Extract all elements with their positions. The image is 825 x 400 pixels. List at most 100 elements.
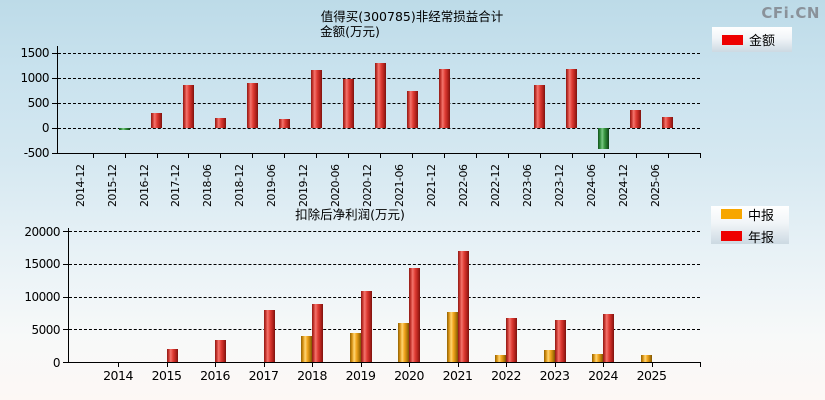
x-tick-2016 bbox=[215, 363, 216, 367]
x-tick-label-2022-06: 2022-06 bbox=[457, 164, 470, 207]
x-tick-2023-06 bbox=[539, 153, 541, 158]
y-tick-label--500: -500 bbox=[23, 146, 50, 160]
bar-年报-2018 bbox=[312, 304, 323, 362]
bar-金额-2021-12 bbox=[438, 68, 450, 128]
x-tick-label-2020-12: 2020-12 bbox=[361, 164, 375, 207]
x-tick-2016-12 bbox=[156, 153, 158, 158]
x-tick-2025 bbox=[651, 363, 653, 367]
y-tick-label-0: 0 bbox=[52, 355, 61, 370]
cfi-logo[interactable]: CFi.CN bbox=[761, 4, 820, 22]
amount-legend-label: 金额 bbox=[749, 34, 776, 49]
y-tick-0 bbox=[52, 127, 57, 129]
legend-item-amount: 金额 bbox=[722, 30, 792, 49]
x-tick-2021 bbox=[457, 363, 459, 367]
x-tick-label-2022-12: 2022-12 bbox=[488, 164, 502, 207]
x-tick-label-2019: 2019 bbox=[345, 368, 376, 383]
x-tick-2022-06 bbox=[476, 153, 477, 158]
x-tick-2020-12 bbox=[380, 153, 382, 158]
x-tick-label-2021-06: 2021-06 bbox=[393, 164, 407, 207]
y-tick-label-10000: 10000 bbox=[24, 290, 60, 304]
bar-金额-2017-12 bbox=[182, 85, 194, 128]
bar-金额-2023-12 bbox=[566, 68, 578, 128]
bar-年报-2015 bbox=[166, 348, 178, 362]
bar-金额-2024-12 bbox=[630, 110, 642, 128]
x-tick-label-2015-12: 2015-12 bbox=[105, 164, 119, 207]
chart1-legend: 金额 bbox=[712, 27, 792, 52]
x-tick-label-2025: 2025 bbox=[636, 368, 667, 383]
y-tick-1500 bbox=[52, 52, 57, 54]
bar-金额-2020-06 bbox=[342, 79, 354, 128]
x-tick-label-2022: 2022 bbox=[491, 368, 521, 383]
bar-金额-2019-12 bbox=[310, 69, 322, 128]
x-tick-label-2021-12: 2021-12 bbox=[425, 164, 439, 207]
interim-legend-label: 中报 bbox=[748, 208, 775, 224]
x-tick-label-2016-12: 2016-12 bbox=[137, 164, 151, 207]
bar-年报-2019 bbox=[360, 290, 372, 362]
bar-年报-2023 bbox=[554, 320, 566, 362]
legend-item-annual: 年报 bbox=[721, 227, 789, 246]
x-tick-2017 bbox=[263, 363, 265, 367]
bar-中报-2020 bbox=[398, 323, 409, 362]
y-tick-10000 bbox=[63, 296, 68, 298]
x-tick-label-2014-12: 2014-12 bbox=[73, 164, 87, 207]
x-tick-2021-06 bbox=[412, 153, 414, 158]
bar-年报-2021 bbox=[457, 251, 469, 362]
bar-年报-2017 bbox=[263, 310, 275, 362]
chart1-axis-end-tick bbox=[700, 153, 701, 158]
x-tick-2015 bbox=[166, 363, 168, 367]
bar-中报-2023 bbox=[543, 349, 555, 362]
x-tick-label-2025-06: 2025-06 bbox=[648, 164, 662, 207]
x-tick-2019 bbox=[360, 363, 362, 367]
x-tick-2024-06 bbox=[603, 153, 605, 158]
bar-中报-2025 bbox=[640, 354, 652, 362]
chart2-axis-end-tick bbox=[700, 363, 701, 367]
bar-金额-2018-12 bbox=[246, 82, 258, 128]
x-tick-label-2024-06: 2024-06 bbox=[584, 164, 598, 207]
x-tick-label-2018-06: 2018-06 bbox=[201, 164, 215, 207]
gridline-5000 bbox=[69, 329, 700, 331]
bar-金额-2020-12 bbox=[374, 62, 386, 128]
x-tick-2023 bbox=[554, 363, 556, 367]
x-tick-2014-12 bbox=[92, 153, 94, 158]
x-tick-label-2024: 2024 bbox=[588, 368, 618, 383]
x-tick-2020-06 bbox=[348, 153, 350, 158]
bar-中报-2018 bbox=[301, 336, 312, 362]
x-tick-2022-12 bbox=[507, 153, 509, 158]
bar-中报-2024 bbox=[592, 354, 603, 362]
x-tick-label-2020-06: 2020-06 bbox=[329, 164, 343, 207]
annual-legend-swatch bbox=[721, 231, 742, 241]
y-tick--500 bbox=[52, 152, 57, 154]
y-tick-20000 bbox=[63, 231, 68, 232]
x-tick-2018-06 bbox=[220, 153, 222, 158]
gridline-0 bbox=[58, 127, 700, 129]
chart2-axes bbox=[68, 228, 701, 363]
y-tick-label-5000: 5000 bbox=[31, 322, 60, 337]
bar-中报-2021 bbox=[446, 311, 458, 362]
bar-年报-2016 bbox=[215, 340, 226, 362]
gridline-20000 bbox=[69, 231, 700, 232]
bar-金额-2021-06 bbox=[406, 90, 418, 128]
x-tick-2022 bbox=[506, 363, 507, 367]
x-tick-label-2014: 2014 bbox=[103, 368, 133, 383]
y-tick-label-1500: 1500 bbox=[20, 46, 49, 60]
bar-金额-2024-06 bbox=[598, 127, 610, 149]
amount-legend-swatch bbox=[722, 34, 743, 45]
bar-金额-2019-06 bbox=[278, 119, 290, 128]
x-tick-label-2021: 2021 bbox=[442, 368, 473, 383]
x-tick-2024-12 bbox=[635, 153, 637, 158]
x-tick-label-2023-06: 2023-06 bbox=[520, 164, 534, 207]
bar-金额-2015-12 bbox=[119, 127, 131, 130]
chart1-title: 值得买(300785)非经常损益合计 bbox=[320, 9, 504, 24]
chart2-legend: 中报 年报 bbox=[711, 206, 789, 246]
bar-金额-2023-06 bbox=[534, 84, 546, 128]
bar-中报-2019 bbox=[349, 332, 361, 362]
gridline-10000 bbox=[69, 296, 700, 298]
y-tick-0 bbox=[63, 362, 68, 363]
interim-legend-swatch bbox=[721, 209, 742, 219]
y-tick-500 bbox=[52, 102, 57, 104]
chart2-title: 扣除后净利润(万元) bbox=[295, 207, 405, 222]
x-tick-2019-12 bbox=[316, 153, 318, 158]
y-tick-label-0: 0 bbox=[41, 121, 50, 135]
gridline-1500 bbox=[58, 52, 700, 54]
